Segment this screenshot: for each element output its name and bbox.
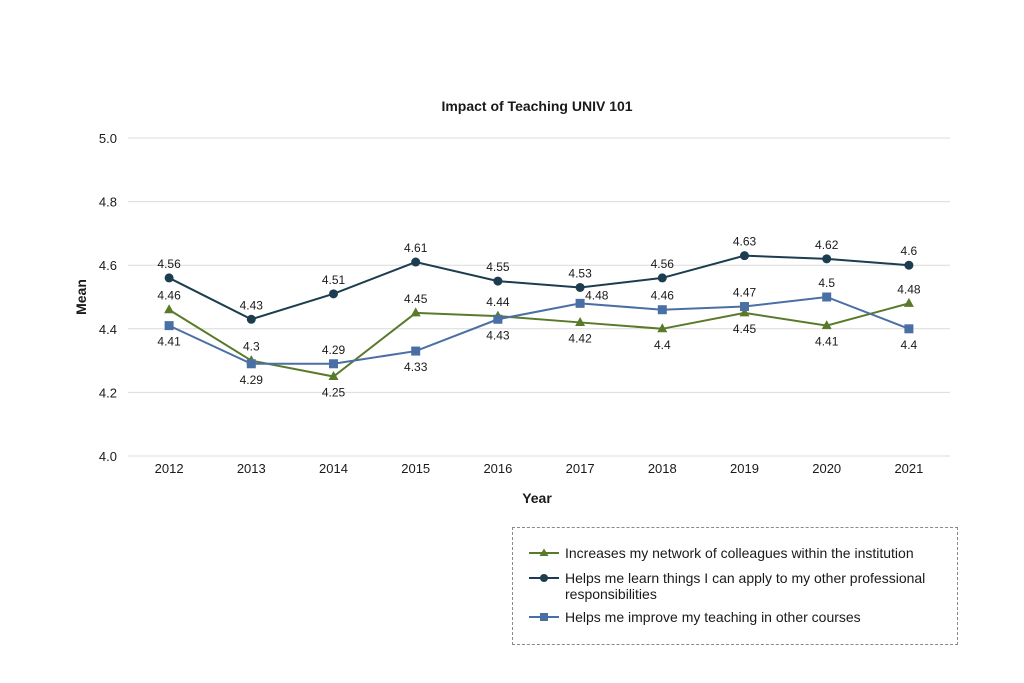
y-tick-label: 4.8 bbox=[99, 195, 117, 210]
data-label: 4.41 bbox=[815, 335, 839, 349]
square-marker-icon bbox=[529, 613, 559, 621]
data-point bbox=[904, 260, 914, 270]
triangle-marker-icon bbox=[529, 548, 559, 556]
data-label: 4.55 bbox=[486, 260, 510, 274]
x-axis-label: Year bbox=[522, 490, 552, 506]
data-label: 4.4 bbox=[901, 338, 918, 352]
data-point bbox=[246, 314, 256, 324]
data-point bbox=[411, 346, 421, 356]
data-label: 4.44 bbox=[486, 295, 510, 309]
data-label: 4.3 bbox=[243, 340, 260, 354]
data-label: 4.46 bbox=[157, 289, 181, 303]
x-tick-label: 2020 bbox=[812, 461, 841, 476]
data-point bbox=[493, 276, 503, 286]
data-label: 4.25 bbox=[322, 386, 346, 400]
series-circle: 4.56 4.43 4.51 4.61 4.55 4.53 4.56 4.63 4.62 4.6 bbox=[157, 235, 918, 324]
data-point bbox=[329, 289, 338, 299]
x-tick-label: 2016 bbox=[483, 461, 512, 476]
data-point bbox=[493, 314, 503, 324]
data-label: 4.5 bbox=[818, 276, 835, 290]
data-label: 4.56 bbox=[651, 257, 675, 271]
data-point bbox=[903, 297, 914, 307]
data-label: 4.41 bbox=[157, 335, 181, 349]
legend-label: Increases my network of colleagues withi… bbox=[565, 545, 914, 561]
data-point bbox=[657, 323, 668, 333]
legend-item-network: Increases my network of colleagues withi… bbox=[529, 545, 949, 561]
data-point bbox=[822, 254, 832, 264]
data-point bbox=[410, 307, 421, 317]
y-tick-label: 4.4 bbox=[99, 322, 117, 337]
data-label: 4.43 bbox=[240, 298, 264, 312]
data-label: 4.51 bbox=[322, 273, 346, 287]
data-label: 4.46 bbox=[651, 289, 675, 303]
circle-marker-icon bbox=[529, 574, 559, 582]
series-line bbox=[168, 295, 910, 365]
data-point bbox=[739, 307, 750, 317]
series-line bbox=[168, 302, 910, 378]
y-tick-label: 4.2 bbox=[99, 385, 117, 400]
data-point bbox=[411, 257, 421, 267]
data-label: 4.56 bbox=[157, 257, 181, 271]
data-point bbox=[657, 305, 667, 315]
data-point bbox=[821, 320, 832, 330]
data-label: 4.33 bbox=[404, 360, 428, 374]
data-label: 4.45 bbox=[404, 292, 428, 306]
series-square: 4.41 4.29 4.29 4.33 4.43 4.48 4.46 4.47 4.5 4.4 bbox=[157, 276, 917, 387]
x-tick-label: 2012 bbox=[155, 461, 184, 476]
data-label: 4.6 bbox=[901, 244, 918, 258]
data-point bbox=[164, 321, 174, 331]
legend-label: Helps me improve my teaching in other co… bbox=[565, 609, 861, 625]
data-point bbox=[164, 273, 174, 283]
data-label: 4.45 bbox=[733, 322, 757, 336]
chart-title: Impact of Teaching UNIV 101 bbox=[441, 98, 632, 114]
y-axis-label: Mean bbox=[73, 279, 89, 315]
data-label: 4.29 bbox=[322, 343, 346, 357]
data-point bbox=[246, 359, 256, 369]
x-tick-label: 2018 bbox=[648, 461, 677, 476]
legend-item-learn: Helps me learn things I can apply to my … bbox=[529, 570, 949, 602]
data-label: 4.48 bbox=[897, 282, 921, 296]
data-point bbox=[575, 298, 585, 308]
x-tick-label: 2017 bbox=[566, 461, 595, 476]
data-point bbox=[657, 273, 667, 283]
data-point bbox=[329, 359, 338, 369]
legend-item-teaching: Helps me improve my teaching in other co… bbox=[529, 609, 949, 625]
data-label: 4.47 bbox=[733, 286, 757, 300]
y-tick-label: 4.6 bbox=[99, 258, 117, 273]
data-point bbox=[904, 324, 914, 334]
data-label: 4.48 bbox=[585, 288, 609, 302]
data-label: 4.43 bbox=[486, 328, 510, 342]
data-label: 4.29 bbox=[240, 373, 264, 387]
x-tick-label: 2019 bbox=[730, 461, 759, 476]
data-label: 4.42 bbox=[568, 331, 592, 345]
data-label: 4.61 bbox=[404, 241, 428, 255]
y-tick-label: 4.0 bbox=[99, 449, 117, 464]
data-label: 4.4 bbox=[654, 338, 671, 352]
data-label: 4.62 bbox=[815, 238, 839, 252]
x-tick-label: 2013 bbox=[237, 461, 266, 476]
x-tick-label: 2014 bbox=[319, 461, 348, 476]
data-point bbox=[328, 371, 339, 380]
data-point bbox=[740, 302, 749, 312]
data-label: 4.53 bbox=[568, 266, 592, 280]
data-point bbox=[740, 251, 749, 261]
series-line bbox=[168, 254, 909, 321]
data-label: 4.63 bbox=[733, 235, 757, 249]
series-triangle: 4.46 4.3 4.25 4.45 4.44 4.42 4.4 4.45 4.41 4.48 bbox=[157, 282, 920, 399]
data-point bbox=[575, 316, 586, 326]
legend-label: Helps me learn things I can apply to my … bbox=[565, 570, 926, 602]
data-point bbox=[164, 304, 175, 314]
x-tick-label: 2015 bbox=[401, 461, 430, 476]
y-tick-label: 5.0 bbox=[99, 131, 117, 146]
data-point bbox=[575, 282, 585, 292]
data-point bbox=[822, 292, 832, 302]
legend: Increases my network of colleagues withi… bbox=[512, 527, 958, 645]
x-tick-label: 2021 bbox=[894, 461, 923, 476]
